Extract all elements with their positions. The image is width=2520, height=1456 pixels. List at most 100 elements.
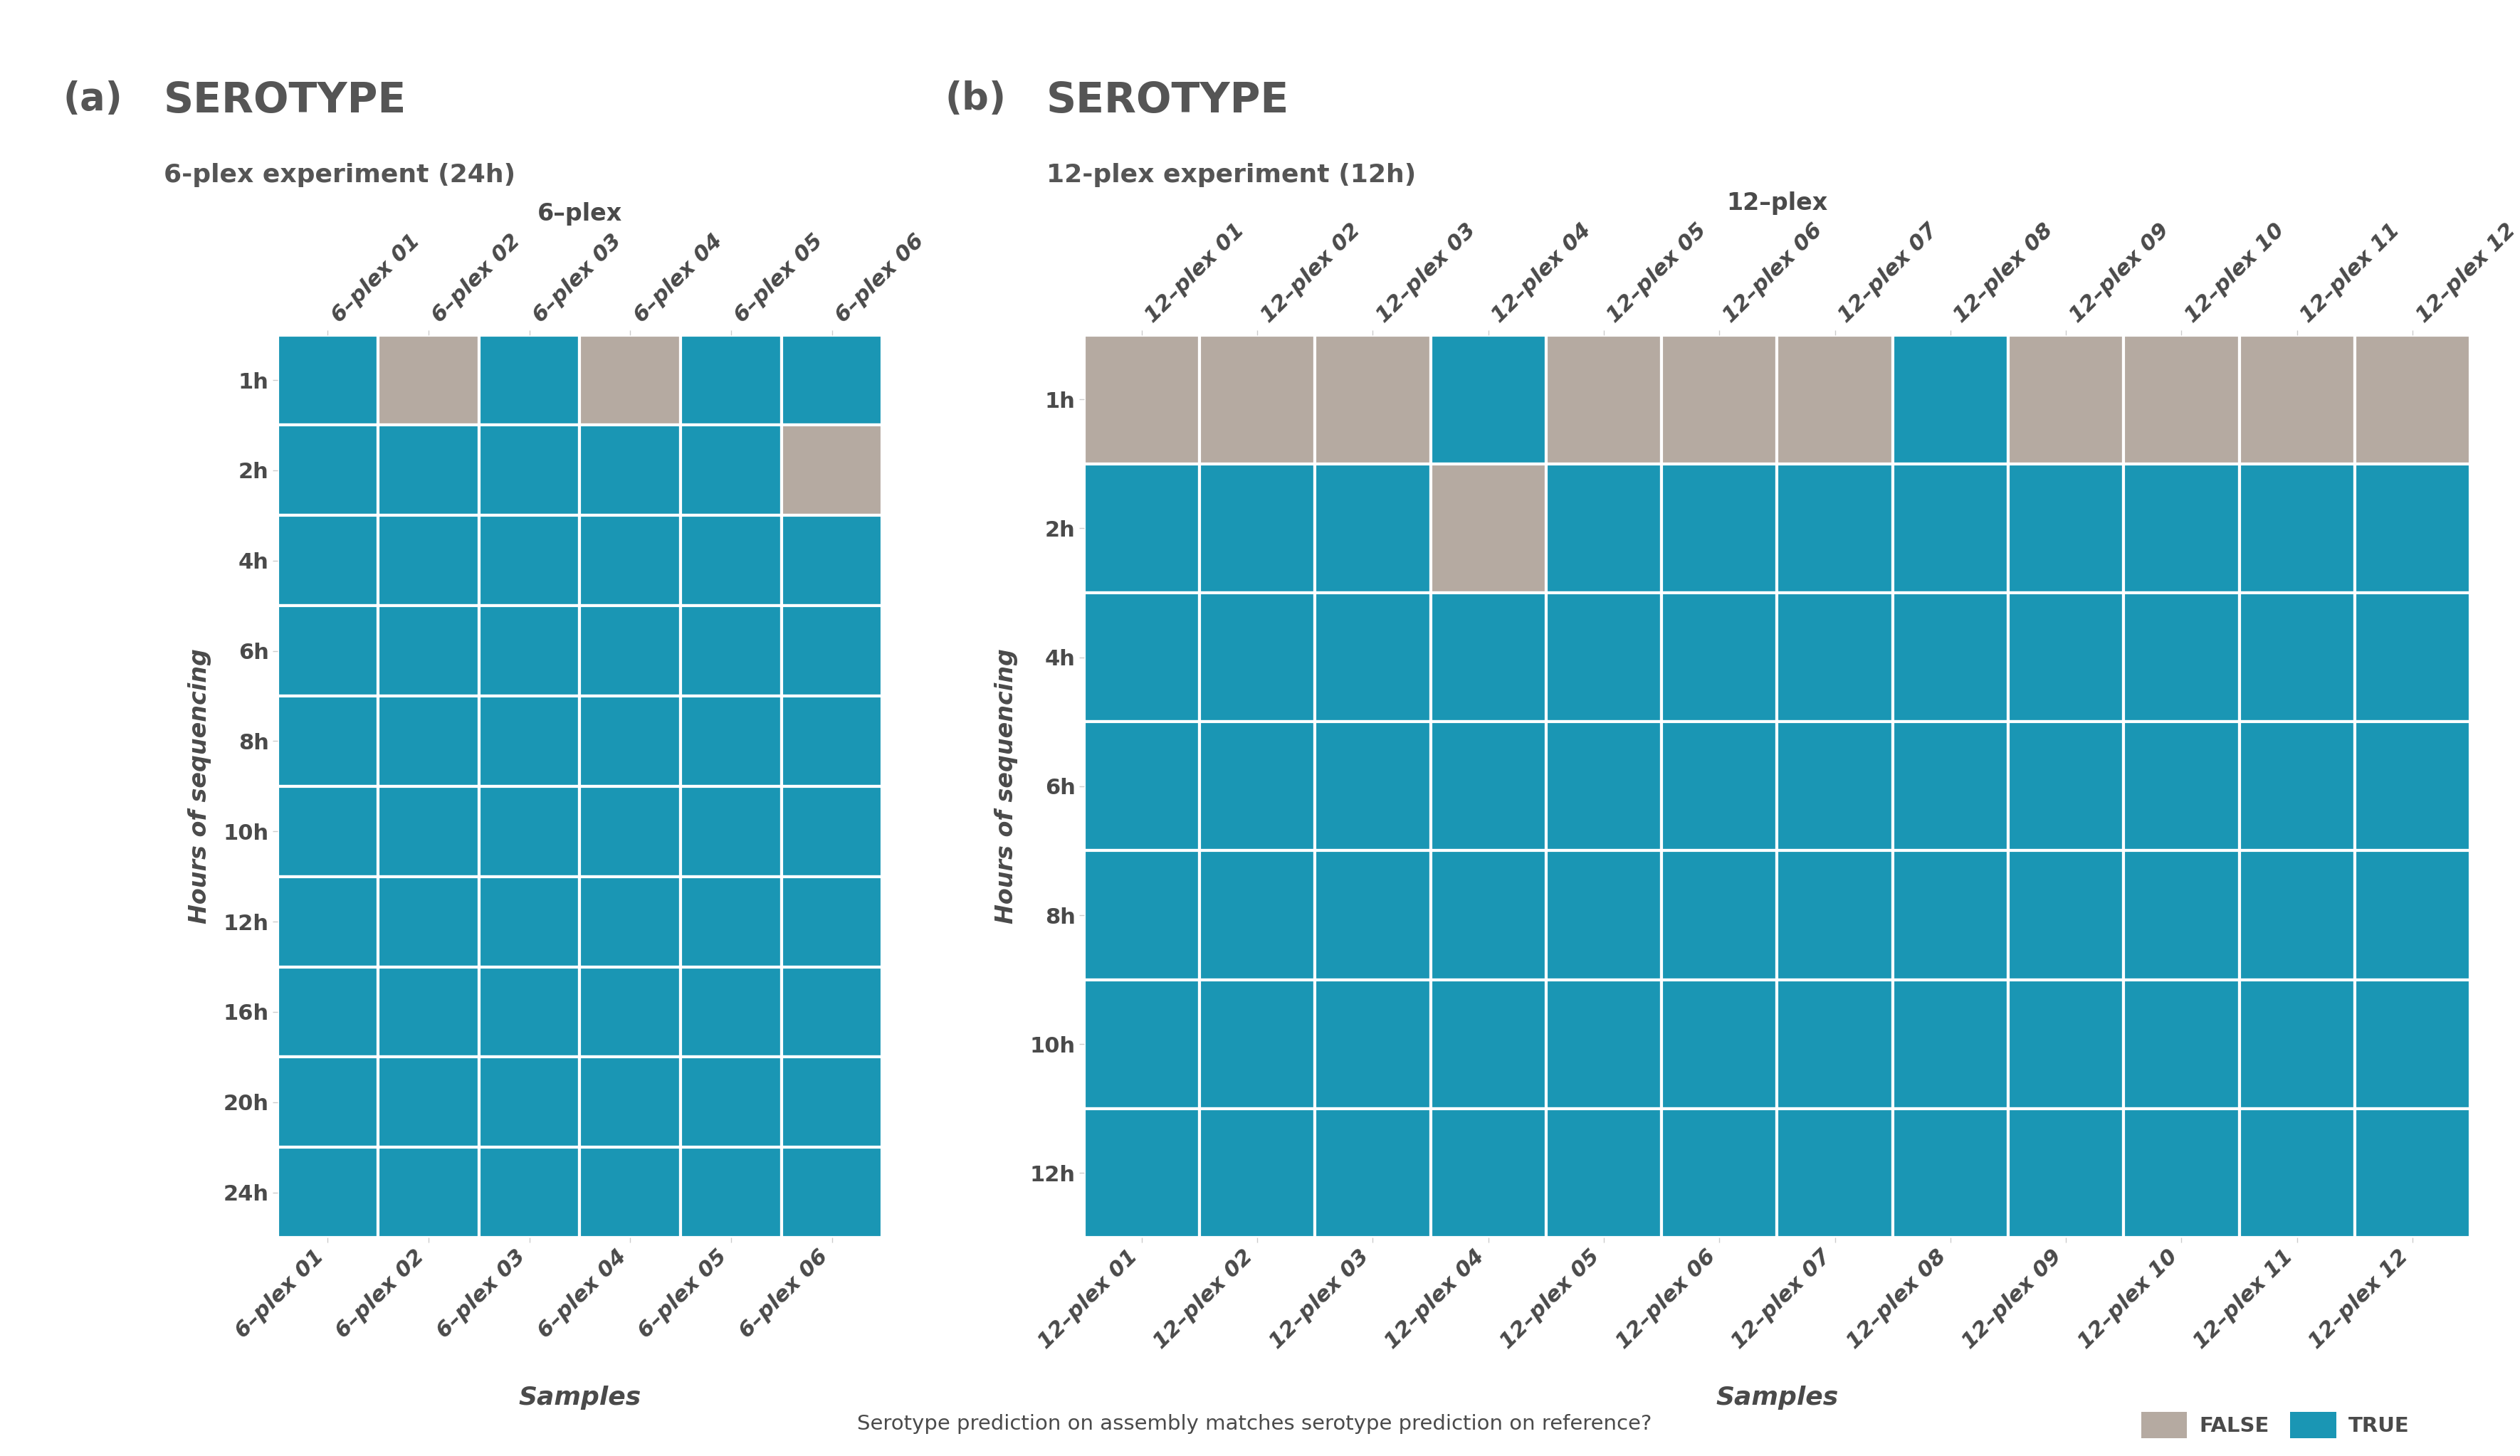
Bar bbox=[1315, 722, 1429, 850]
Bar bbox=[2008, 335, 2122, 464]
Bar bbox=[1777, 980, 1893, 1108]
Bar bbox=[1200, 850, 1315, 980]
Bar bbox=[1200, 1108, 1315, 1238]
Bar bbox=[1315, 980, 1429, 1108]
Bar bbox=[1545, 1108, 1661, 1238]
Bar bbox=[1429, 722, 1545, 850]
Bar bbox=[2008, 980, 2122, 1108]
Bar bbox=[781, 877, 882, 967]
Bar bbox=[2122, 980, 2238, 1108]
Bar bbox=[580, 696, 680, 786]
Bar bbox=[1893, 980, 2008, 1108]
Bar bbox=[680, 335, 781, 425]
Bar bbox=[479, 696, 580, 786]
Bar bbox=[680, 696, 781, 786]
Bar bbox=[580, 1147, 680, 1238]
Bar bbox=[277, 335, 378, 425]
Bar bbox=[781, 696, 882, 786]
Bar bbox=[277, 696, 378, 786]
Bar bbox=[680, 786, 781, 877]
Bar bbox=[479, 1147, 580, 1238]
Bar bbox=[1545, 335, 1661, 464]
Bar bbox=[277, 606, 378, 696]
Bar bbox=[2354, 722, 2470, 850]
Bar bbox=[1084, 335, 1200, 464]
Bar bbox=[1893, 1108, 2008, 1238]
Bar bbox=[1429, 335, 1545, 464]
Bar bbox=[2122, 722, 2238, 850]
Bar bbox=[479, 425, 580, 515]
Bar bbox=[2008, 850, 2122, 980]
Bar bbox=[378, 1147, 479, 1238]
Bar bbox=[2354, 980, 2470, 1108]
Text: SEROTYPE: SEROTYPE bbox=[164, 80, 406, 121]
Bar bbox=[580, 1057, 680, 1147]
Bar bbox=[1084, 850, 1200, 980]
Bar bbox=[1429, 464, 1545, 593]
Bar bbox=[680, 877, 781, 967]
Bar bbox=[1200, 722, 1315, 850]
Bar bbox=[580, 335, 680, 425]
Bar bbox=[1777, 593, 1893, 722]
Bar bbox=[2238, 593, 2354, 722]
Bar bbox=[580, 967, 680, 1057]
Bar bbox=[580, 425, 680, 515]
Bar bbox=[1893, 335, 2008, 464]
Bar bbox=[1661, 464, 1777, 593]
Bar bbox=[580, 877, 680, 967]
Bar bbox=[2122, 1108, 2238, 1238]
Bar bbox=[2238, 335, 2354, 464]
Bar bbox=[781, 425, 882, 515]
Bar bbox=[378, 515, 479, 606]
Bar bbox=[378, 425, 479, 515]
Bar bbox=[2354, 850, 2470, 980]
Text: (a): (a) bbox=[63, 80, 123, 116]
Bar bbox=[1661, 593, 1777, 722]
Bar bbox=[1315, 850, 1429, 980]
Bar bbox=[1661, 335, 1777, 464]
Bar bbox=[1315, 464, 1429, 593]
Bar bbox=[781, 606, 882, 696]
Bar bbox=[680, 967, 781, 1057]
Bar bbox=[1200, 593, 1315, 722]
Bar bbox=[1200, 335, 1315, 464]
Bar bbox=[1429, 593, 1545, 722]
Bar bbox=[2238, 722, 2354, 850]
Text: SEROTYPE: SEROTYPE bbox=[1046, 80, 1288, 121]
Bar bbox=[781, 515, 882, 606]
Bar bbox=[479, 1057, 580, 1147]
Legend: FALSE, TRUE: FALSE, TRUE bbox=[2142, 1412, 2409, 1439]
Bar bbox=[2122, 593, 2238, 722]
Bar bbox=[1084, 980, 1200, 1108]
Bar bbox=[1893, 850, 2008, 980]
Bar bbox=[1777, 335, 1893, 464]
Bar bbox=[277, 425, 378, 515]
Bar bbox=[1545, 593, 1661, 722]
Bar bbox=[1200, 980, 1315, 1108]
Bar bbox=[1661, 850, 1777, 980]
Bar bbox=[2122, 464, 2238, 593]
Bar bbox=[1777, 850, 1893, 980]
Bar bbox=[1084, 593, 1200, 722]
Bar bbox=[378, 786, 479, 877]
Bar bbox=[277, 1057, 378, 1147]
Bar bbox=[2008, 1108, 2122, 1238]
Bar bbox=[1315, 1108, 1429, 1238]
Bar bbox=[1429, 850, 1545, 980]
Bar bbox=[1315, 335, 1429, 464]
Bar bbox=[781, 335, 882, 425]
Bar bbox=[378, 1057, 479, 1147]
Bar bbox=[2354, 1108, 2470, 1238]
Bar bbox=[1893, 464, 2008, 593]
Bar bbox=[378, 877, 479, 967]
Bar bbox=[1429, 1108, 1545, 1238]
Bar bbox=[479, 606, 580, 696]
Bar bbox=[479, 786, 580, 877]
Bar bbox=[580, 606, 680, 696]
Bar bbox=[1084, 464, 1200, 593]
Bar bbox=[277, 877, 378, 967]
Bar bbox=[277, 967, 378, 1057]
Bar bbox=[2238, 980, 2354, 1108]
Bar bbox=[1661, 980, 1777, 1108]
Bar bbox=[680, 515, 781, 606]
